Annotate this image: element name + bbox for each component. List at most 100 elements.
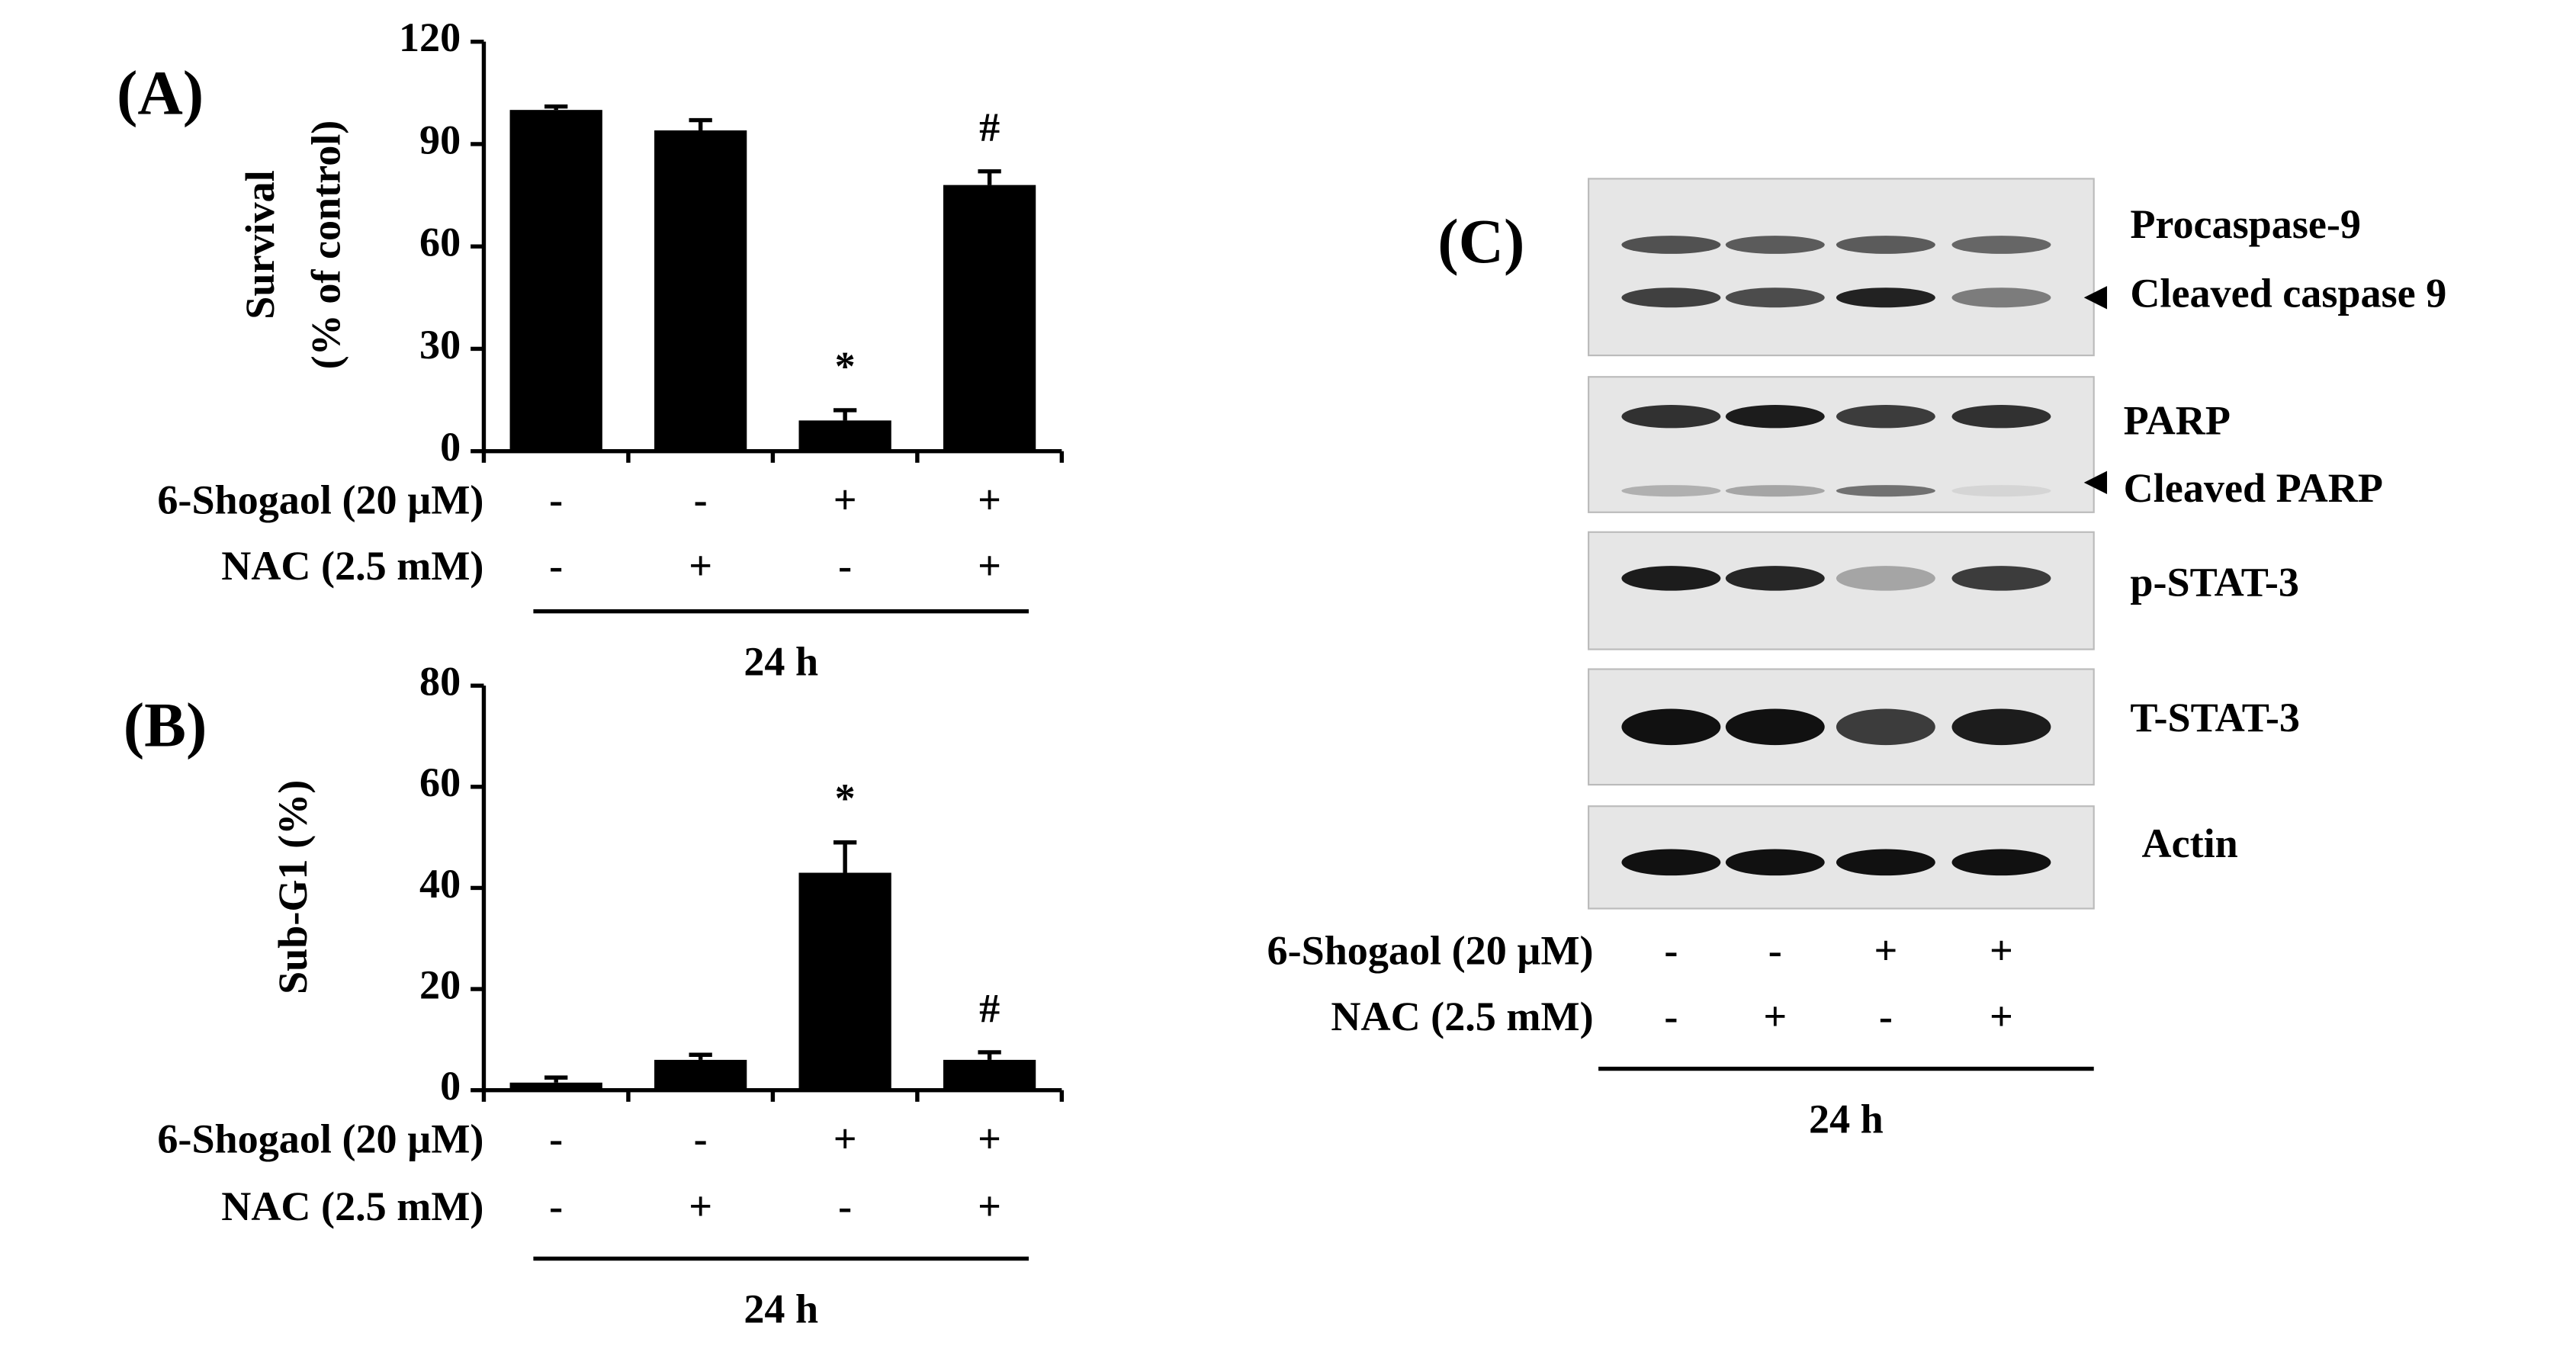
blot-band [1621, 849, 1721, 876]
blot-band [1836, 287, 1935, 308]
blot-band [1951, 485, 2051, 497]
y-tick-label: 40 [419, 861, 461, 907]
blot-band [1836, 485, 1935, 497]
treatment-label: NAC (2.5 mM) [1331, 994, 1593, 1039]
treatment-label: 6-Shogaol (20 µM) [157, 477, 483, 522]
band-label: p-STAT-3 [2130, 560, 2299, 605]
blot-band [1621, 566, 1721, 591]
treatment-sign: + [834, 1116, 857, 1161]
y-tick-label: 30 [419, 322, 461, 368]
blot-band [1951, 566, 2051, 591]
treatment-label: 6-Shogaol (20 µM) [157, 1116, 483, 1161]
band-label: Cleaved caspase 9 [2130, 271, 2446, 316]
blot-panel [1588, 178, 2095, 357]
treatment-sign: + [978, 1116, 1001, 1161]
treatment-sign: - [1879, 994, 1893, 1039]
bar [654, 130, 747, 451]
band-label: Procaspase-9 [2130, 201, 2361, 247]
bar [509, 110, 602, 451]
blot-band [1951, 849, 2051, 876]
panel-label: (B) [124, 691, 207, 760]
band-arrow [2083, 286, 2108, 310]
blot-band [1725, 236, 1825, 254]
treatment-sign: - [549, 1183, 563, 1229]
treatment-sign: - [549, 543, 563, 589]
blot-band [1621, 287, 1721, 308]
blot-band [1836, 708, 1935, 746]
y-tick-label: 60 [419, 759, 461, 805]
blot-band [1621, 485, 1721, 497]
y-tick-label: 60 [419, 220, 461, 265]
treatment-sign: - [549, 477, 563, 522]
blot-band [1836, 849, 1935, 876]
error-bar [833, 840, 857, 873]
time-label: 24 h [1809, 1096, 1884, 1142]
band-label: T-STAT-3 [2130, 695, 2300, 740]
y-tick-label: 0 [440, 424, 461, 470]
y-axis-label: (% of control) [303, 120, 348, 370]
treatment-sign: + [1990, 994, 2013, 1039]
significance-mark: * [835, 343, 856, 389]
treatment-sign: + [689, 543, 712, 589]
treatment-sign: - [1664, 928, 1678, 974]
treatment-sign: - [694, 477, 708, 522]
blot-band [1725, 708, 1825, 746]
error-bar [544, 1075, 568, 1083]
error-bar [689, 1052, 712, 1060]
bar [943, 185, 1036, 451]
bar [943, 1059, 1036, 1090]
treatment-sign: + [689, 1183, 712, 1229]
panel-label: (A) [117, 58, 204, 127]
blot-band [1621, 405, 1721, 429]
band-label: Cleaved PARP [2124, 465, 2383, 511]
bar [798, 872, 891, 1090]
blot-band [1951, 708, 2051, 746]
significance-mark: # [979, 104, 1000, 150]
error-bar [689, 117, 712, 131]
blot-band [1725, 485, 1825, 497]
treatment-sign: - [1768, 928, 1782, 974]
treatment-label: NAC (2.5 mM) [221, 543, 483, 589]
y-tick-label: 20 [419, 962, 461, 1007]
error-bar [544, 104, 568, 111]
treatment-sign: - [838, 543, 852, 589]
significance-mark: # [979, 985, 1000, 1031]
treatment-sign: + [978, 477, 1001, 522]
blot-band [1836, 566, 1935, 591]
panel-label: (C) [1437, 207, 1524, 276]
y-tick-label: 120 [399, 14, 461, 60]
treatment-label: 6-Shogaol (20 µM) [1267, 928, 1594, 974]
treatment-sign: + [978, 1183, 1001, 1229]
blot-band [1836, 405, 1935, 429]
error-bar [978, 169, 1001, 185]
treatment-sign: + [1874, 928, 1897, 974]
y-tick-label: 80 [419, 659, 461, 705]
blot-band [1621, 708, 1721, 746]
treatment-sign: + [1990, 928, 2013, 974]
blot-panel [1588, 531, 2095, 650]
blot-band [1951, 287, 2051, 308]
band-arrow [2083, 470, 2108, 494]
treatment-label: NAC (2.5 mM) [221, 1183, 483, 1229]
treatment-sign: - [838, 1183, 852, 1229]
error-bar [978, 1050, 1001, 1060]
bar [798, 420, 891, 451]
treatment-sign: + [834, 477, 857, 522]
blot-band [1951, 405, 2051, 429]
y-tick-label: 90 [419, 117, 461, 162]
y-axis-label: Sub-G1 (%) [270, 780, 316, 994]
y-tick-label: 0 [440, 1063, 461, 1109]
bar [509, 1082, 602, 1090]
treatment-sign: + [978, 543, 1001, 589]
treatment-sign: - [549, 1116, 563, 1161]
significance-mark: * [835, 776, 856, 821]
blot-band [1836, 236, 1935, 254]
band-label: PARP [2124, 397, 2231, 443]
time-label: 24 h [744, 1286, 818, 1331]
band-label: Actin [2142, 820, 2238, 866]
treatment-sign: + [1763, 994, 1787, 1039]
treatment-sign: - [694, 1116, 708, 1161]
blot-band [1725, 849, 1825, 876]
